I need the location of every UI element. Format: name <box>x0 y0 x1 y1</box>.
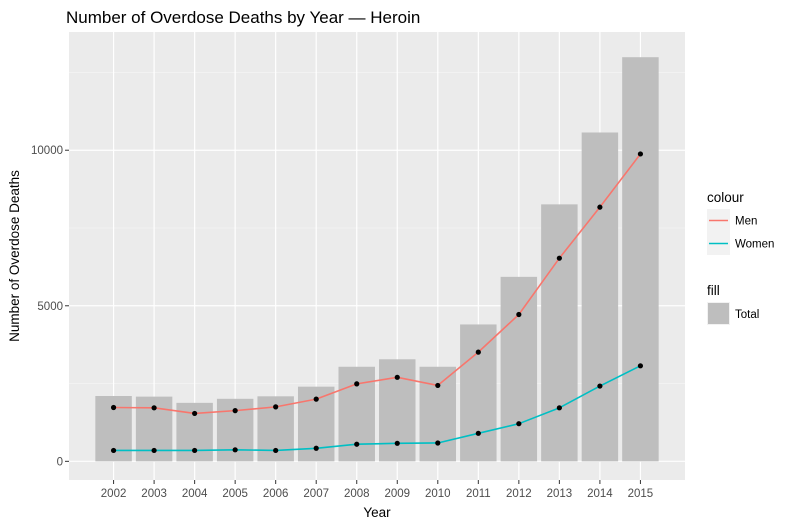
point-women-2008 <box>354 441 360 447</box>
bar-total-2012 <box>500 276 538 462</box>
legend-fill-keys: Total <box>707 302 759 325</box>
legend-fill-title: fill <box>707 283 720 298</box>
y-axis-title: Number of Overdose Deaths <box>7 170 22 342</box>
series-lines <box>113 153 642 452</box>
bar-total-2009 <box>379 359 416 462</box>
legend-colour-keys: Men Women <box>707 209 774 255</box>
line-men <box>113 153 642 415</box>
x-tick-label: 2009 <box>384 488 410 500</box>
x-tick-label: 2011 <box>466 488 491 500</box>
legend-key-total <box>708 303 729 324</box>
x-tick-label: 2010 <box>425 488 451 500</box>
x-tick-label: 2006 <box>263 488 289 500</box>
point-men-2012 <box>516 311 522 318</box>
x-tick-label: 2014 <box>587 488 613 500</box>
point-women-2002 <box>110 447 117 454</box>
x-tick-label: 2013 <box>547 488 573 500</box>
x-tick-label: 2003 <box>141 488 167 500</box>
legend-label-total: Total <box>735 309 759 321</box>
point-women-2006 <box>273 447 279 454</box>
point-women-2009 <box>394 440 400 446</box>
x-tick-label: 2012 <box>506 488 532 500</box>
legend-label-men: Men <box>735 216 757 228</box>
bar-total-2011 <box>460 324 497 462</box>
bar-total-2015 <box>622 57 659 462</box>
point-men-2006 <box>273 404 279 410</box>
legend: colour Men Women fill Total <box>707 190 774 325</box>
x-tick-label: 2007 <box>303 488 329 500</box>
point-men-2015 <box>637 151 644 157</box>
point-men-2008 <box>354 381 360 387</box>
x-axis-title: Year <box>363 505 391 520</box>
legend-colour-title: colour <box>707 190 744 205</box>
point-women-2014 <box>597 383 603 389</box>
x-tick-label: 2015 <box>628 488 654 500</box>
point-women-2013 <box>556 405 562 411</box>
point-men-2004 <box>192 410 198 417</box>
y-tick-label: 5000 <box>37 301 63 313</box>
x-axis: 2002 2003 2004 2005 2006 2007 2008 2009 2010 2011… <box>101 480 653 500</box>
chart-title: Number of Overdose Deaths by Year — Hero… <box>66 8 420 27</box>
point-men-2013 <box>556 255 562 261</box>
y-axis: 0 5000 10000 <box>31 145 69 468</box>
point-women-2012 <box>516 421 522 427</box>
point-women-2007 <box>313 445 319 451</box>
point-men-2011 <box>475 349 481 355</box>
point-men-2009 <box>394 374 400 380</box>
point-men-2003 <box>151 405 157 411</box>
point-men-2005 <box>232 408 238 414</box>
bar-total-2014 <box>581 132 619 462</box>
x-tick-label: 2004 <box>182 488 208 500</box>
bar-total-2013 <box>541 204 578 462</box>
point-women-2015 <box>637 363 644 369</box>
x-tick-label: 2005 <box>222 488 248 500</box>
y-tick-label: 0 <box>57 456 63 468</box>
x-tick-label: 2008 <box>344 488 370 500</box>
legend-label-women: Women <box>735 239 774 251</box>
point-women-2005 <box>232 447 238 453</box>
point-men-2007 <box>313 396 319 402</box>
point-men-2002 <box>110 404 117 411</box>
point-women-2010 <box>435 440 441 446</box>
x-tick-label: 2002 <box>101 488 127 500</box>
point-men-2014 <box>597 204 603 210</box>
bar-total-2010 <box>419 366 457 462</box>
point-women-2011 <box>475 430 481 436</box>
bar-total-2008 <box>338 366 375 462</box>
series-points <box>110 151 644 454</box>
y-tick-label: 10000 <box>31 145 63 157</box>
point-men-2010 <box>435 382 441 389</box>
point-women-2003 <box>151 447 157 454</box>
point-women-2004 <box>192 447 198 454</box>
line-women <box>113 365 641 452</box>
